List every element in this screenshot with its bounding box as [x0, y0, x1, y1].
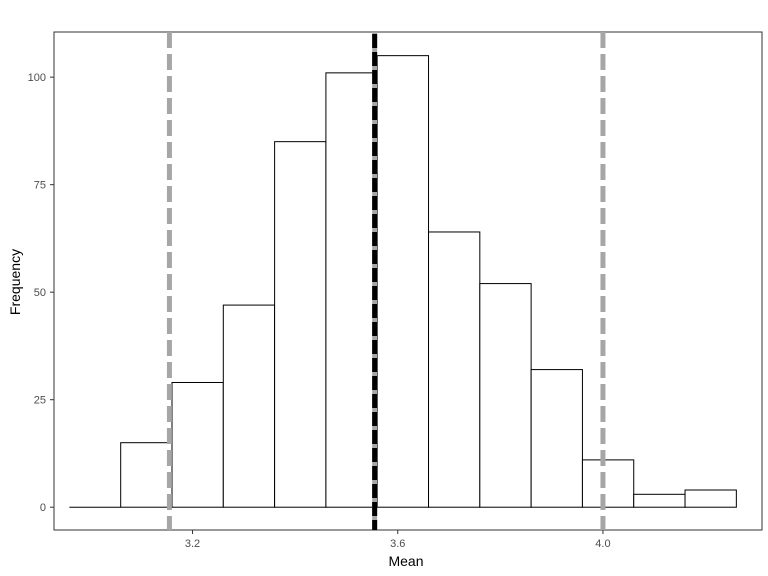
x-tick-label: 3.6	[390, 538, 405, 550]
x-tick-label: 3.2	[185, 538, 200, 550]
x-tick-label: 4.0	[595, 538, 610, 550]
histogram-bar	[428, 231, 481, 508]
y-tick-label: 0	[40, 502, 46, 514]
histogram-bar	[274, 141, 327, 508]
histogram-bar	[325, 72, 378, 508]
y-tick-label: 25	[34, 395, 46, 407]
histogram-bar	[530, 369, 583, 508]
histogram-bar	[684, 489, 737, 508]
histogram-bar	[479, 283, 532, 508]
histogram-bar	[222, 304, 276, 508]
histogram-bar	[376, 55, 430, 508]
histogram-bar	[633, 493, 686, 508]
y-tick-label: 50	[34, 287, 46, 299]
y-tick-label: 75	[34, 180, 46, 192]
y-tick-label: 100	[28, 72, 46, 84]
histogram-bar	[171, 381, 224, 508]
histogram-bar	[581, 459, 635, 508]
x-axis-title: Mean	[388, 553, 423, 569]
y-axis-title: Frequency	[7, 249, 23, 315]
histogram-bar	[120, 442, 173, 508]
